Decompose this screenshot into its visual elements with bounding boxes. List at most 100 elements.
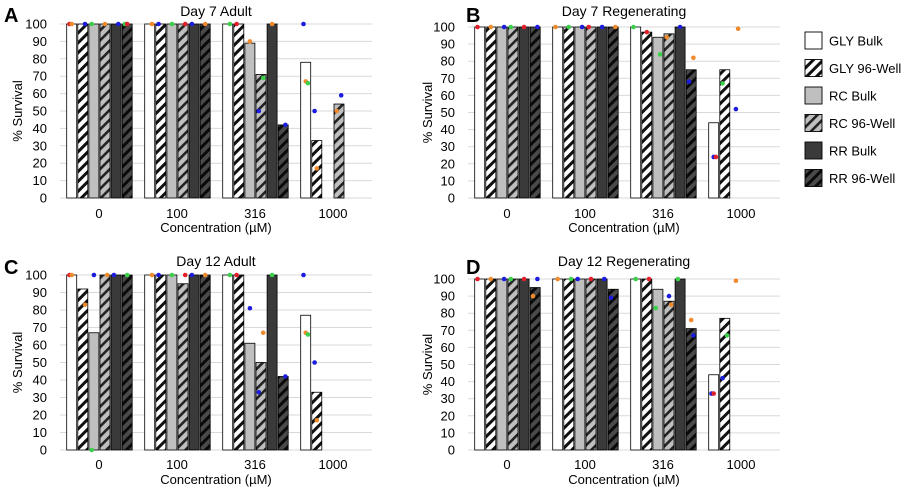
y-tick-label: 90 — [33, 34, 47, 49]
panel-letter: B — [466, 5, 480, 27]
y-tick-label: 10 — [33, 173, 47, 188]
replicate-dot — [338, 93, 344, 98]
y-axis-label: % Survival — [420, 334, 435, 396]
bar-gly-96-well-0 — [77, 288, 89, 451]
panel-letter: A — [4, 5, 18, 27]
y-tick-label: 0 — [448, 191, 455, 206]
replicate-dot — [305, 80, 311, 86]
replicate-dot — [227, 272, 233, 278]
replicate-dot — [631, 24, 636, 30]
bar-rc-bulk-100 — [166, 274, 178, 451]
replicate-dot — [666, 293, 672, 299]
replicate-dot — [488, 276, 494, 282]
x-tick-label: 1000 — [727, 206, 756, 221]
replicate-dot — [189, 21, 195, 27]
x-axis-label: Concentration (µM) — [160, 220, 272, 235]
legend-label: GLY 96-Well — [829, 61, 901, 76]
bar-rc-bulk-316 — [652, 36, 664, 199]
y-tick-label: 10 — [33, 425, 47, 440]
replicate-dot — [234, 21, 239, 27]
x-tick-label: 0 — [95, 457, 102, 472]
replicate-dot — [664, 34, 670, 40]
y-tick-label: 10 — [441, 425, 455, 440]
replicate-dot — [733, 278, 739, 284]
x-tick-label: 100 — [574, 206, 596, 221]
bar-gly-96-well-316 — [233, 274, 245, 451]
bar-gly-bulk-316 — [630, 278, 642, 451]
bar-gly-bulk-0 — [66, 274, 78, 451]
bar-rr-96-well-100 — [199, 23, 211, 199]
y-tick-label: 0 — [40, 443, 47, 458]
bar-rr-bulk-0 — [518, 26, 530, 199]
replicate-dot — [149, 21, 155, 27]
replicate-dot — [82, 21, 88, 27]
replicate-dot — [301, 21, 306, 27]
replicate-dot — [260, 330, 266, 336]
y-tick-label: 20 — [441, 408, 455, 423]
bar-rc-bulk-100 — [574, 278, 586, 451]
legend-swatch — [804, 59, 823, 77]
y-tick-label: 30 — [441, 139, 455, 154]
replicate-dot — [182, 272, 188, 278]
bar-gly-bulk-316 — [222, 274, 234, 451]
legend: GLY Bulk GLY 96-Well RC Bulk RC 96-Well RR B… — [804, 31, 901, 187]
y-tick-label: 50 — [441, 105, 455, 120]
y-tick-label: 70 — [33, 320, 47, 335]
bar-rc-bulk-100 — [166, 23, 178, 199]
bar-gly-bulk-100 — [552, 278, 564, 451]
bar-rr-bulk-316 — [674, 26, 686, 199]
chart-title: Day 12 Regenerating — [558, 253, 690, 269]
legend-item-rc-96-well: RC 96-Well — [804, 114, 895, 132]
replicate-dot — [234, 272, 239, 278]
replicate-dot — [169, 272, 175, 278]
y-tick-label: 60 — [33, 86, 47, 101]
replicate-dot — [691, 55, 696, 61]
bar-rr-bulk-0 — [110, 23, 122, 199]
replicate-dot — [720, 375, 725, 381]
replicate-dot — [733, 106, 739, 112]
replicate-dot — [314, 166, 320, 171]
bar-gly-96-well-0 — [485, 278, 497, 451]
y-tick-label: 80 — [33, 303, 47, 318]
y-axis-label: % Survival — [10, 80, 25, 142]
replicate-dot — [713, 154, 719, 160]
legend-item-rc-bulk: RC Bulk — [804, 86, 877, 105]
x-axis-label: Concentration (µM) — [568, 220, 680, 235]
bar-rr-bulk-100 — [188, 23, 200, 199]
bar-rc-bulk-316 — [244, 342, 256, 451]
y-tick-label: 20 — [33, 156, 47, 171]
bar-rr-bulk-0 — [110, 274, 122, 451]
replicate-dot — [247, 305, 253, 311]
y-tick-label: 30 — [441, 391, 455, 406]
replicate-dot — [677, 24, 683, 30]
replicate-dot — [156, 21, 161, 27]
legend-item-gly-96-well: GLY 96-Well — [804, 59, 901, 77]
legend-swatch — [804, 86, 823, 105]
replicate-dot — [149, 272, 155, 278]
bar-gly-bulk-316 — [222, 23, 234, 199]
legend-swatch — [804, 141, 823, 160]
bar-rr-96-well-316 — [685, 69, 697, 199]
replicate-dot — [269, 272, 275, 278]
legend-swatch — [804, 114, 823, 132]
replicate-dot — [675, 276, 681, 282]
replicate-dot — [69, 272, 74, 278]
bar-gly-bulk-0 — [66, 23, 78, 199]
replicate-dot — [657, 52, 663, 57]
bar-rr-96-well-100 — [607, 26, 619, 199]
bar-rr-96-well-0 — [529, 287, 541, 451]
bar-rc-96-well-0 — [507, 26, 519, 199]
y-tick-label: 100 — [25, 268, 47, 283]
y-tick-label: 60 — [441, 340, 455, 355]
bar-rr-96-well-0 — [121, 274, 133, 451]
bar-gly-96-well-1000 — [719, 317, 731, 451]
y-tick-label: 70 — [441, 323, 455, 338]
x-tick-label: 316 — [244, 457, 266, 472]
replicate-dot — [305, 332, 311, 337]
bar-rc-96-well-0 — [99, 23, 111, 199]
y-tick-label: 50 — [33, 355, 47, 370]
replicate-dot — [602, 276, 607, 282]
replicate-dot — [89, 447, 94, 453]
chart-title: Day 7 Regenerating — [562, 3, 687, 19]
